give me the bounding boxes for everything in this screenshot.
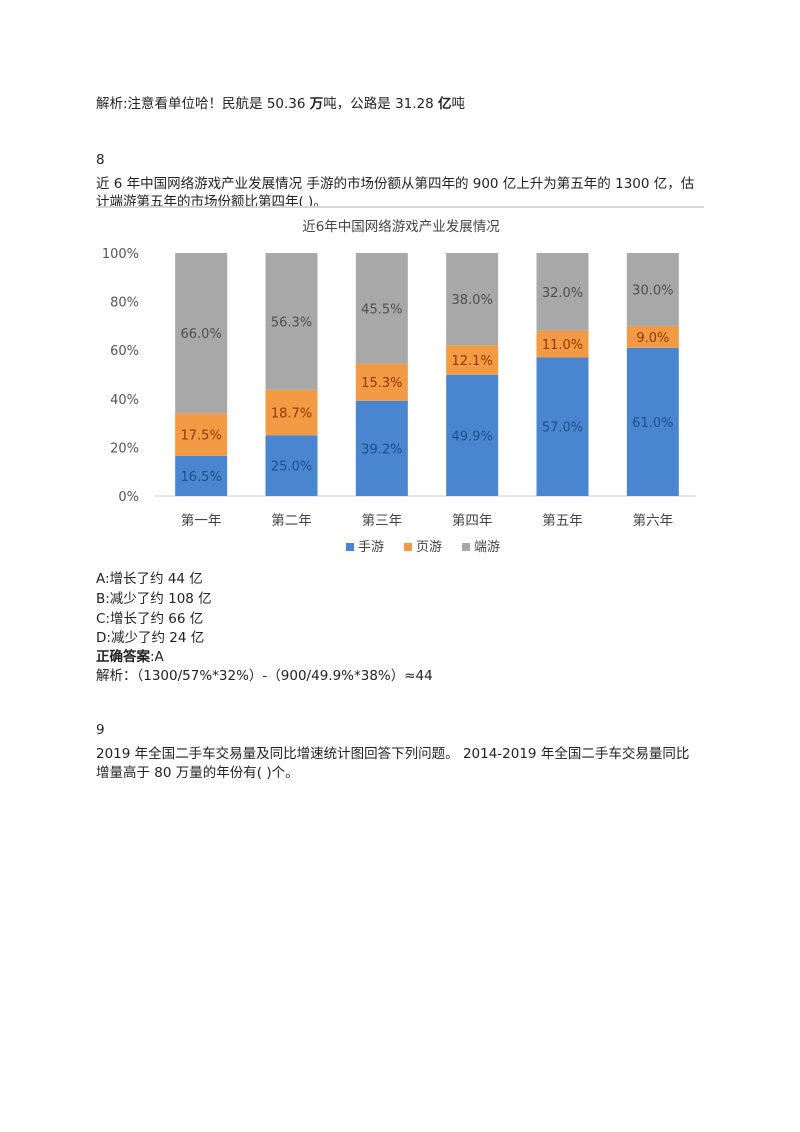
legend-swatch (404, 543, 412, 551)
option-b[interactable]: B:减少了约 108 亿 (96, 591, 212, 607)
bar-手游 (265, 435, 318, 496)
legend-label: 页游 (416, 540, 442, 555)
option-a[interactable]: A:增长了约 44 亿 (96, 571, 203, 587)
q8-number: 8 (96, 152, 105, 168)
x-tick-label: 第三年 (362, 512, 403, 529)
bar-端游 (265, 253, 318, 390)
q8-analysis: 解析：（1300/57%*32%）-（900/49.9%*38%）≈44 (96, 668, 433, 684)
data-label: 16.5% (181, 470, 222, 485)
bar-端游 (536, 253, 589, 331)
bar-页游 (355, 363, 408, 401)
option-c[interactable]: C:增长了约 66 亿 (96, 611, 204, 627)
y-tick-label: 20% (110, 441, 139, 456)
bar-端游 (355, 253, 408, 364)
legend-swatch (462, 543, 470, 551)
data-label: 30.0% (632, 283, 673, 298)
bar-手游 (355, 400, 408, 496)
bar-页游 (446, 345, 499, 375)
bar-手游 (446, 374, 499, 496)
game-market-chart: 近6年中国网络游戏产业发展情况 0% 20% 40% 60% 80% 100% 16.5% 17… (96, 206, 704, 566)
q9-stem-line1: 2019 年全国二手车交易量及同比增速统计图回答下列问题。 2014-2019 … (96, 746, 690, 762)
correct-answer: 正确答案:A (96, 645, 164, 665)
bar-页游 (265, 389, 318, 436)
bar-页游 (626, 325, 679, 348)
y-tick-label: 60% (110, 344, 139, 359)
bar-端游 (626, 253, 679, 326)
answer-value: :A (150, 649, 164, 665)
x-tick-label: 第五年 (542, 512, 583, 529)
q7-analysis: 解析:注意看单位哈！民航是 50.36 万吨，公路是 31.28 亿吨 (96, 96, 466, 112)
data-label: 17.5% (181, 429, 222, 444)
data-label: 25.0% (271, 460, 312, 475)
y-tick-label: 40% (110, 393, 139, 408)
x-tick-label: 第一年 (181, 512, 222, 529)
data-label: 45.5% (361, 302, 402, 317)
bar-手游 (536, 357, 589, 496)
data-label: 56.3% (271, 315, 312, 330)
data-label: 9.0% (636, 331, 669, 346)
data-label: 32.0% (542, 286, 583, 301)
legend-swatch (346, 543, 354, 551)
chart-title: 近6年中国网络游戏产业发展情况 (302, 219, 500, 235)
bar-手游 (175, 455, 228, 496)
bar-页游 (536, 330, 589, 358)
unit-wan: 万 (309, 96, 324, 112)
bar-手游 (626, 347, 679, 496)
x-tick-label: 第六年 (633, 512, 674, 529)
bar-页游 (175, 413, 228, 456)
q9-stem-line2: 增量高于 80 万量的年份有( )个。 (96, 765, 299, 781)
data-label: 61.0% (632, 416, 673, 431)
legend-label: 端游 (474, 540, 500, 555)
x-tick-label: 第二年 (271, 512, 312, 529)
q8-stem-line1: 近 6 年中国网络游戏产业发展情况 手游的市场份额从第四年的 900 亿上升为第… (96, 176, 695, 192)
data-label: 11.0% (542, 338, 583, 353)
data-label: 39.2% (361, 442, 402, 457)
x-tick-label: 第四年 (452, 512, 493, 529)
answer-label: 正确答案 (96, 649, 150, 665)
bar-端游 (446, 253, 499, 346)
data-label: 15.3% (361, 376, 402, 391)
unit-yi: 亿 (438, 96, 452, 112)
data-label: 49.9% (452, 429, 493, 444)
stacked-bar-chart: 近6年中国网络游戏产业发展情况 0% 20% 40% 60% 80% 100% 16.5% 17… (96, 206, 704, 566)
q9-number: 9 (96, 722, 105, 738)
legend-label: 手游 (358, 540, 384, 555)
option-d[interactable]: D:减少了约 24 亿 (96, 630, 205, 646)
data-label: 57.0% (542, 421, 583, 436)
y-tick-label: 80% (110, 296, 139, 311)
data-label: 66.0% (181, 327, 222, 342)
data-label: 18.7% (271, 407, 312, 422)
data-label: 12.1% (452, 354, 493, 369)
bar-端游 (175, 253, 228, 414)
data-label: 38.0% (452, 293, 493, 308)
y-tick-label: 100% (102, 247, 139, 262)
y-tick-label: 0% (118, 490, 139, 505)
